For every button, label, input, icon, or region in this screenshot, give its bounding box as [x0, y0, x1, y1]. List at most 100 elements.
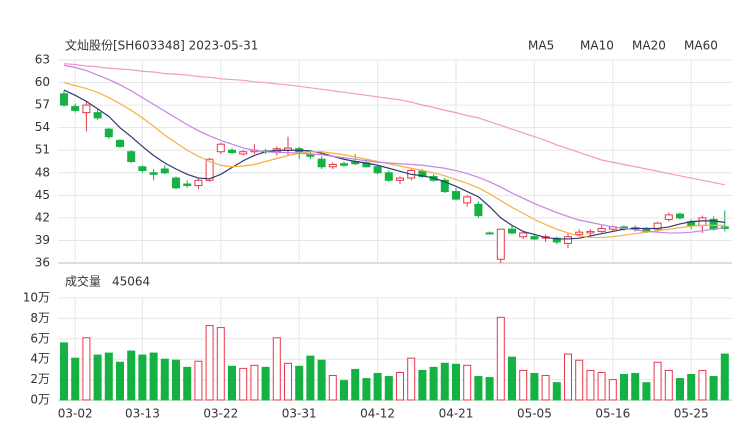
x-tick-label: 03-13: [125, 407, 160, 421]
volume-bar: [508, 356, 516, 401]
volume-bar: [407, 357, 416, 401]
candle-body: [485, 232, 494, 235]
y-tick-label: 6万: [30, 331, 50, 345]
volume-bar: [373, 372, 382, 401]
volume-bar: [149, 352, 158, 401]
volume-bar: [709, 376, 718, 401]
volume-bar: [228, 365, 236, 401]
ma-line: [63, 89, 725, 240]
volume-bar: [250, 364, 259, 401]
volume-bar: [608, 379, 617, 401]
candle-body: [138, 166, 147, 172]
candle-body: [440, 179, 449, 193]
chart-title: 文灿股份[SH603348] 2023-05-31: [65, 38, 258, 53]
y-tick-label: 45: [35, 188, 50, 202]
volume-bar: [519, 369, 528, 401]
y-tick-label: 39: [35, 233, 50, 247]
candle-body: [508, 228, 516, 234]
volume-bar: [138, 354, 147, 401]
x-tick-label: 05-05: [517, 407, 552, 421]
volume-bar: [452, 363, 460, 401]
candle-body: [474, 203, 483, 217]
volume-bar: [496, 316, 505, 401]
y-tick-label: 57: [35, 98, 50, 112]
volume-bar: [272, 337, 281, 401]
candle-body: [340, 163, 348, 166]
candle-body: [396, 177, 404, 181]
volume-bar: [631, 372, 640, 401]
volume-bar: [93, 354, 102, 401]
candle-body: [172, 177, 180, 189]
legend-label: MA10: [580, 39, 614, 53]
volume-bar: [340, 380, 348, 401]
candle-body: [149, 172, 158, 175]
volume-bar: [306, 355, 315, 401]
y-tick-label: 48: [35, 165, 50, 179]
candle-body: [127, 151, 136, 162]
candle-body: [564, 236, 572, 244]
candle-body: [228, 149, 236, 153]
x-tick-label: 03-02: [58, 407, 93, 421]
volume-bar: [642, 382, 651, 401]
candle-body: [418, 170, 427, 178]
candle-body: [384, 172, 393, 181]
candle-body: [116, 139, 124, 147]
y-tick-label: 51: [35, 143, 50, 157]
candle-body: [496, 228, 505, 260]
candle-body: [586, 230, 595, 234]
legend-label: MA5: [528, 39, 554, 53]
volume-bar: [418, 369, 427, 401]
x-tick-label: 04-12: [360, 407, 395, 421]
volume-bar: [261, 366, 270, 401]
volume-title: 成交量: [65, 274, 101, 289]
volume-bar: [698, 369, 707, 401]
candle-body: [183, 183, 192, 187]
volume-bar: [284, 362, 292, 401]
candle-body: [104, 128, 113, 138]
volume-bar: [676, 378, 684, 401]
volume-bar: [396, 371, 404, 401]
volume-bar: [127, 350, 136, 401]
y-tick-label: 54: [35, 120, 50, 134]
volume-bar: [440, 362, 449, 401]
y-tick-label: 60: [35, 75, 50, 89]
volume-bar: [720, 353, 729, 401]
volume-bar: [194, 360, 203, 401]
volume-bar: [620, 374, 628, 401]
volume-bar: [116, 361, 124, 401]
candle-body: [676, 213, 684, 219]
legend-label: MA20: [632, 39, 666, 53]
volume-bar: [564, 353, 572, 401]
candle-body: [519, 232, 528, 238]
candle-body: [530, 236, 539, 240]
candle-body: [205, 158, 214, 181]
volume-bar: [485, 377, 494, 401]
y-tick-label: 63: [35, 53, 50, 67]
x-tick-label: 05-25: [674, 407, 709, 421]
candle-body: [239, 151, 248, 155]
volume-bar: [530, 372, 539, 401]
volume-bar: [295, 365, 304, 401]
candle-body: [317, 158, 326, 168]
volume-last: 45064: [112, 275, 150, 289]
y-tick-label: 0万: [30, 393, 50, 407]
x-tick-label: 04-21: [439, 407, 474, 421]
candle-body: [71, 106, 80, 111]
candle-body: [373, 166, 382, 174]
volume-bar: [160, 358, 169, 401]
volume-bar: [463, 364, 472, 401]
x-tick-label: 05-16: [595, 407, 630, 421]
volume-bar: [653, 361, 662, 401]
volume-bar: [687, 374, 696, 401]
x-tick-label: 03-22: [203, 407, 238, 421]
candle-body: [653, 222, 662, 230]
volume-bar: [384, 376, 393, 401]
candle-body: [194, 179, 203, 187]
y-tick-label: 8万: [30, 311, 50, 325]
volume-bar: [541, 375, 550, 401]
volume-bar: [71, 357, 80, 401]
ma-line: [63, 81, 725, 239]
ma-line: [63, 63, 725, 186]
volume-bar: [205, 325, 214, 401]
